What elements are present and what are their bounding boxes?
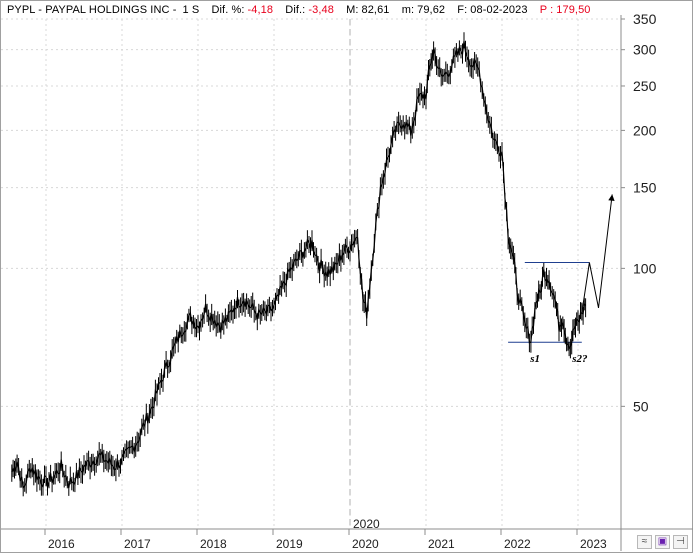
y-tick-label: 150 <box>633 180 657 196</box>
dif-value: -3,48 <box>308 4 334 16</box>
x-tick-label: 2023 <box>580 537 607 551</box>
chart-title: PYPL - PAYPAL HOLDINGS INC - 1 S <box>7 4 199 16</box>
x-tick-label: 2019 <box>276 537 303 551</box>
x-tick-label: 2022 <box>504 537 531 551</box>
y-tick-label: 200 <box>633 122 657 138</box>
y-tick-label: 350 <box>633 11 657 27</box>
dif-pct-value: -4,18 <box>247 4 274 16</box>
chart-header: PYPL - PAYPAL HOLDINGS INC -1 S Dif. %: -… <box>7 4 600 18</box>
y-tick-label: 50 <box>633 398 649 414</box>
date-value: 08-02-2023 <box>470 4 528 16</box>
annotation-layer: s1 s2? <box>508 194 615 365</box>
max: M: 82,61 <box>346 4 389 16</box>
projection-arrowhead <box>608 194 615 201</box>
min-label: m: <box>401 4 415 16</box>
x-tick-label: 2017 <box>124 537 151 551</box>
chart-wave-icon[interactable]: ≈ <box>637 535 652 549</box>
last-price: P :179,50 <box>540 4 591 16</box>
axis-layer: 50 100 150 200 250 300 350 2016 2017 2018 2019 2020… <box>1 11 693 551</box>
min: m: 79,62 <box>402 4 445 16</box>
dif-label: Dif.: <box>285 4 306 16</box>
dif-pct-label: Dif. %: <box>211 4 245 16</box>
period: 1 S <box>182 4 200 16</box>
x-tick-label: 2020 <box>352 537 379 551</box>
s2-label: s2? <box>571 353 588 365</box>
y-tick-label: 100 <box>633 260 657 276</box>
dock-icon[interactable]: ⊣ <box>673 535 688 549</box>
y-tick-label: 300 <box>633 42 657 58</box>
date: F: 08-02-2023 <box>457 4 527 16</box>
price-layer <box>11 32 587 497</box>
grid-lines <box>1 18 621 529</box>
projection-path <box>581 194 613 313</box>
min-value: 79,62 <box>417 4 446 16</box>
s1-label: s1 <box>529 353 540 365</box>
price-value: 179,50 <box>556 4 591 16</box>
save-icon[interactable]: ▣ <box>655 535 670 549</box>
year-marker-label: 2020 <box>353 517 380 531</box>
dif: Dif.: -3,48 <box>285 4 334 16</box>
ticker-title: PYPL - PAYPAL HOLDINGS INC - <box>7 4 177 16</box>
y-tick-label: 250 <box>633 78 657 94</box>
x-tick-label: 2021 <box>428 537 455 551</box>
price-label: P : <box>539 4 554 16</box>
dif-pct: Dif. %: -4,18 <box>211 4 273 16</box>
x-tick-label: 2016 <box>48 537 75 551</box>
chart-toolbar: ≈ ▣ ⊣ <box>637 535 688 549</box>
price-series-line <box>11 41 587 490</box>
max-value: 82,61 <box>361 4 390 16</box>
max-label: M: <box>346 4 359 16</box>
date-label: F: <box>457 4 468 16</box>
x-tick-label: 2018 <box>200 537 227 551</box>
